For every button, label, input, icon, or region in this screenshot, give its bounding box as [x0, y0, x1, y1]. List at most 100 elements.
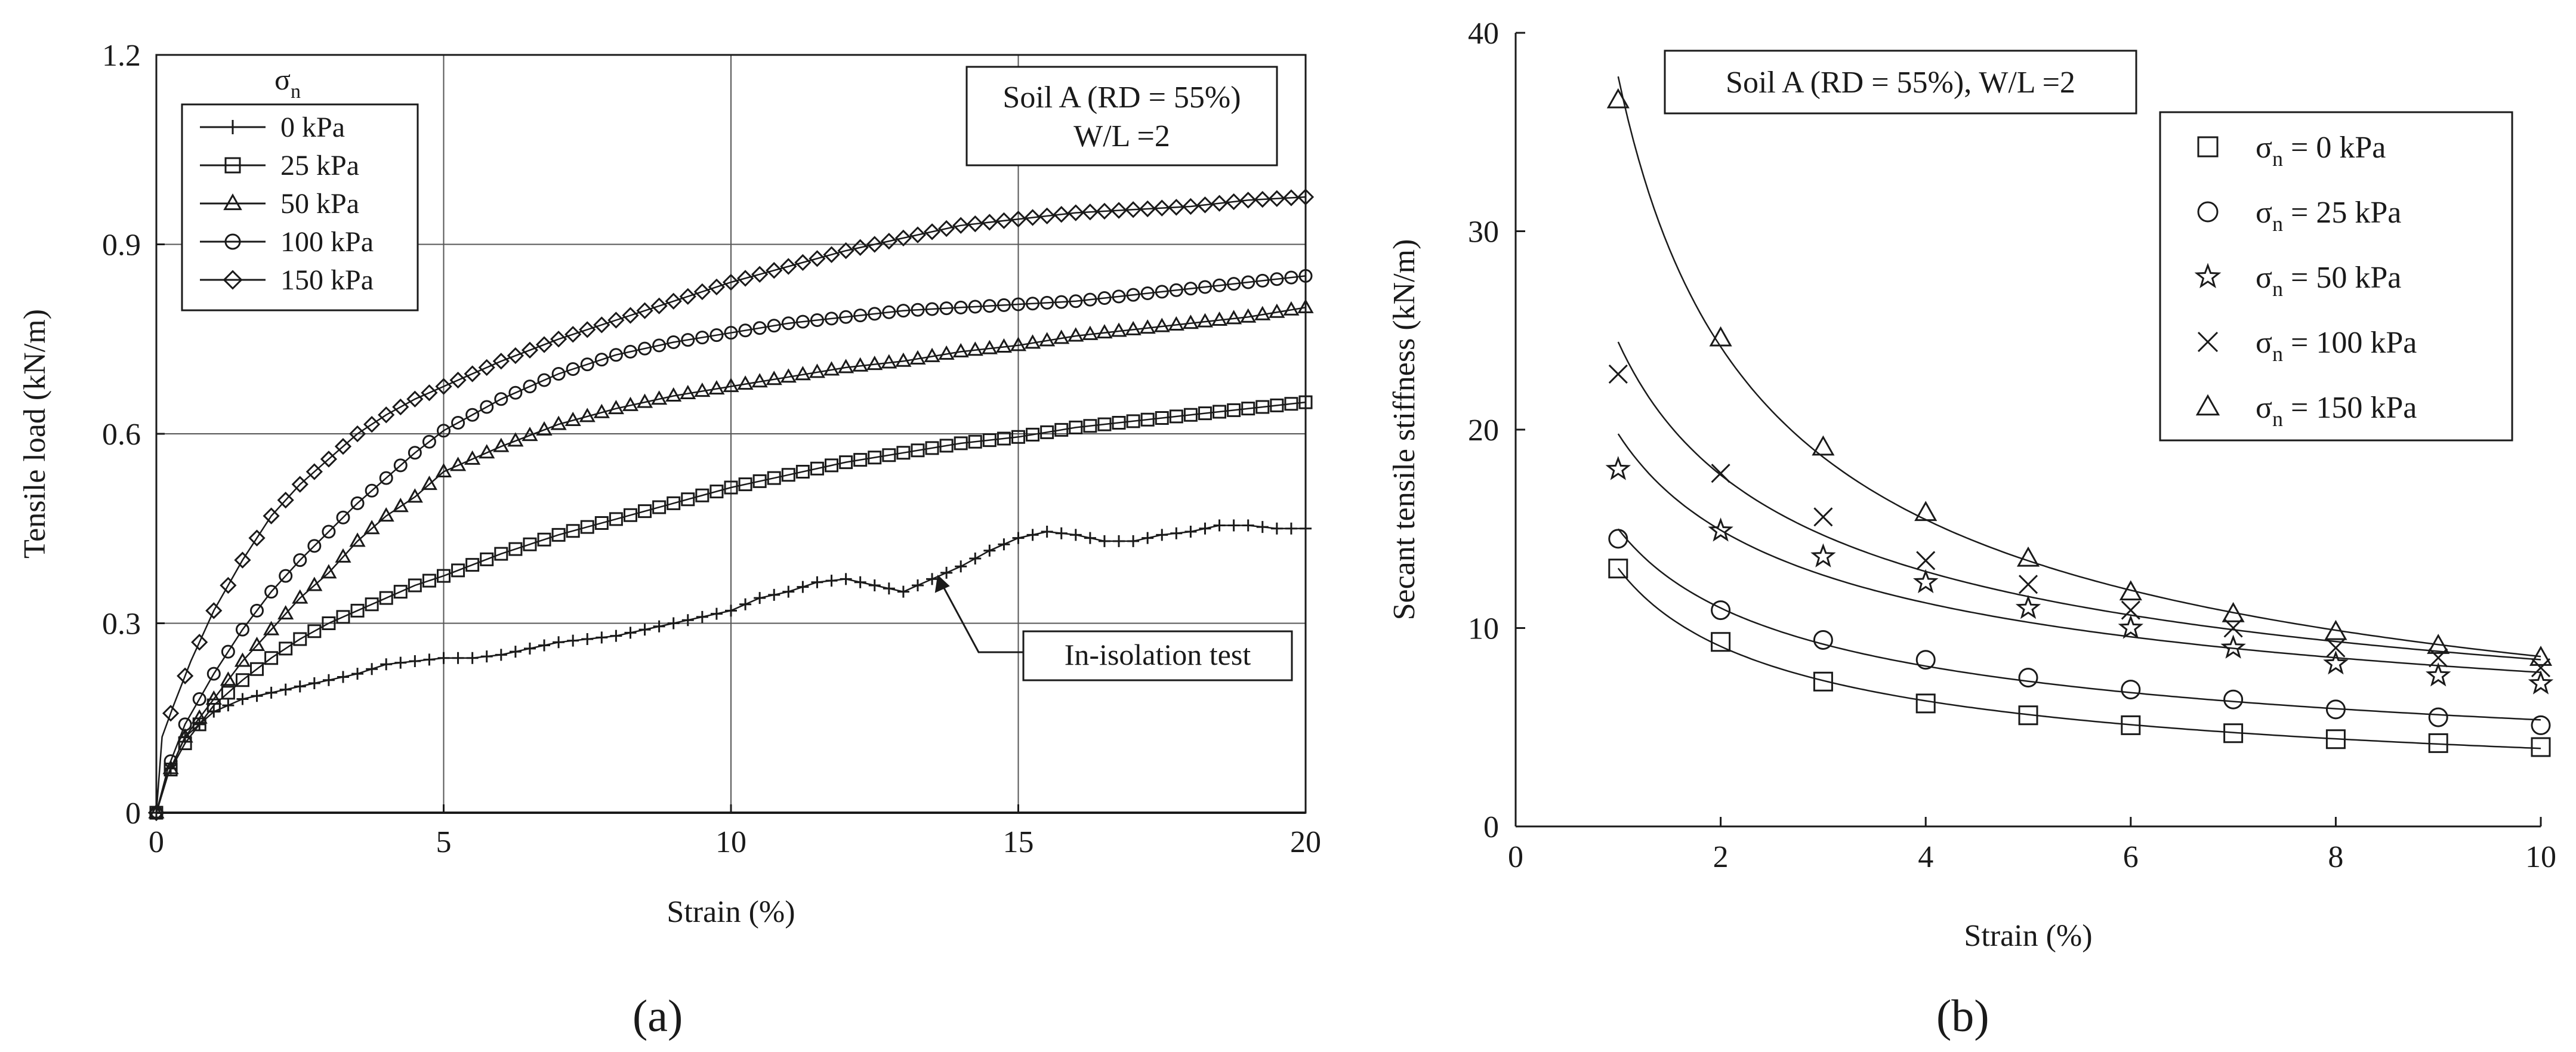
- fit-curve-cross: [1617, 341, 2541, 661]
- data-point-plus: [955, 560, 967, 573]
- data-point-circle: [968, 300, 982, 314]
- data-point-plus: [1300, 522, 1312, 535]
- data-point-triangle: [1240, 308, 1257, 323]
- data-point-star: [1605, 456, 1631, 480]
- data-point-triangle: [981, 340, 998, 354]
- data-point-diamond: [751, 266, 769, 283]
- data-point-diamond: [909, 226, 927, 243]
- legend-marker-square: [224, 157, 241, 174]
- data-point-diamond: [191, 634, 208, 651]
- legend-label: 0 kPa: [280, 112, 345, 143]
- data-point-circle: [1026, 297, 1040, 311]
- data-point-circle: [709, 328, 724, 343]
- data-point-square: [767, 471, 781, 485]
- legend-label: 150 kPa: [280, 264, 374, 296]
- data-point-triangle: [924, 347, 940, 362]
- data-point-diamond: [967, 215, 984, 233]
- data-point-circle: [1298, 269, 1313, 283]
- data-point-diamond: [507, 347, 524, 365]
- data-point-circle: [2223, 689, 2244, 709]
- data-point-circle: [206, 667, 221, 681]
- data-point-square: [1284, 397, 1298, 411]
- data-point-plus: [998, 538, 1010, 551]
- data-point-triangle: [1606, 88, 1630, 109]
- data-point-triangle: [852, 357, 869, 372]
- data-point-square: [293, 632, 307, 646]
- fit-curve-circle: [1617, 528, 2541, 721]
- data-point-circle: [681, 333, 695, 347]
- data-point-square: [738, 477, 752, 492]
- data-point-circle: [178, 717, 192, 732]
- data-point-square: [551, 527, 566, 542]
- data-point-diamond: [780, 258, 797, 275]
- data-point-square: [594, 516, 609, 530]
- legend-label: 50 kPa: [280, 188, 359, 220]
- info-box: [1664, 50, 2137, 115]
- data-point-diamond: [923, 223, 941, 240]
- data-point-triangle: [1096, 324, 1113, 339]
- data-point-plus: [1184, 526, 1197, 538]
- data-point-triangle: [794, 366, 811, 381]
- data-point-diamond: [693, 283, 711, 300]
- data-point-triangle: [708, 380, 725, 395]
- data-point-circle: [825, 311, 839, 326]
- data-point-cross: [2429, 648, 2448, 668]
- data-point-plus: [509, 646, 522, 658]
- data-point-diamond: [938, 220, 955, 237]
- data-point-square: [322, 616, 336, 630]
- data-point-plus: [236, 693, 249, 705]
- data-point-triangle: [522, 427, 538, 442]
- data-point-square: [1140, 412, 1155, 427]
- data-point-diamond: [894, 229, 912, 247]
- y-tick-label: 40: [1468, 17, 1499, 51]
- data-point-diamond: [1053, 206, 1070, 223]
- data-point-circle: [767, 319, 781, 333]
- data-point-plus: [466, 652, 479, 664]
- data-point-diamond: [348, 425, 366, 443]
- data-point-square: [896, 446, 911, 460]
- data-point-square: [2428, 733, 2448, 753]
- data-point-triangle: [464, 450, 481, 465]
- data-point-triangle: [1914, 501, 1938, 522]
- data-point-circle: [882, 305, 896, 319]
- data-point-plus: [567, 634, 579, 647]
- data-point-triangle: [1182, 314, 1199, 329]
- data-point-square: [752, 474, 767, 488]
- data-point-diamond: [291, 476, 308, 493]
- data-point-square: [1040, 425, 1054, 439]
- data-point-square: [264, 651, 279, 665]
- data-point-square: [1198, 406, 1212, 421]
- data-point-diamond: [1153, 199, 1171, 217]
- data-point-diamond: [679, 288, 696, 305]
- fit-curve-star: [1617, 433, 2541, 674]
- data-point-triangle: [363, 520, 380, 535]
- data-point-plus: [523, 642, 536, 655]
- data-point-circle: [1915, 650, 1936, 670]
- data-point-triangle: [1139, 319, 1156, 334]
- data-point-diamond: [478, 359, 495, 376]
- data-point-square: [2531, 737, 2551, 757]
- x-tick-label: 0: [1508, 840, 1523, 874]
- data-point-circle: [221, 644, 235, 659]
- data-point-circle: [795, 314, 810, 329]
- data-point-square: [939, 439, 954, 453]
- data-point-plus: [1026, 529, 1039, 541]
- legend-marker-diamond: [223, 270, 243, 290]
- data-point-square: [623, 508, 637, 522]
- data-point-diamond: [866, 236, 883, 253]
- data-point-square: [968, 434, 982, 449]
- data-point-triangle: [680, 384, 696, 400]
- data-point-cross: [2121, 600, 2140, 620]
- data-point-square: [250, 662, 264, 676]
- data-point-circle: [293, 553, 307, 567]
- data-point-circle: [480, 400, 494, 414]
- annotation-box: [1022, 630, 1293, 681]
- data-point-triangle: [2324, 619, 2347, 640]
- data-point-diamond: [1038, 207, 1056, 224]
- data-point-square: [1270, 398, 1284, 412]
- data-point-plus: [825, 575, 838, 587]
- data-point-square: [1054, 422, 1069, 437]
- data-point-circle: [264, 585, 279, 599]
- data-point-plus: [696, 610, 708, 623]
- x-tick-label: 2: [1713, 840, 1729, 874]
